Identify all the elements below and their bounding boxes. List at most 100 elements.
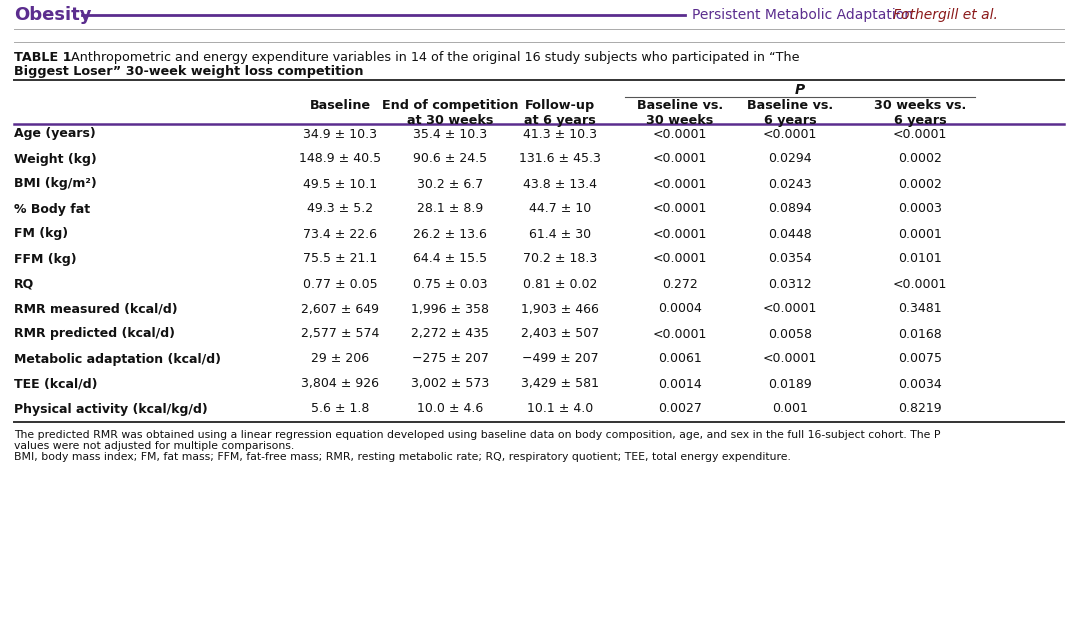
Text: 148.9 ± 40.5: 148.9 ± 40.5 <box>299 152 381 166</box>
Text: −499 ± 207: −499 ± 207 <box>522 353 598 365</box>
Text: 10.1 ± 4.0: 10.1 ± 4.0 <box>527 403 593 415</box>
Text: 0.0014: 0.0014 <box>659 377 702 391</box>
Text: 1,903 ± 466: 1,903 ± 466 <box>521 303 599 315</box>
Text: 0.3481: 0.3481 <box>898 303 942 315</box>
Text: Baseline vs.
6 years: Baseline vs. 6 years <box>747 99 833 127</box>
Text: Weight (kg): Weight (kg) <box>14 152 97 166</box>
Text: 30.2 ± 6.7: 30.2 ± 6.7 <box>417 178 483 190</box>
Text: 0.0002: 0.0002 <box>898 178 942 190</box>
Text: 0.0189: 0.0189 <box>769 377 812 391</box>
Text: 0.0001: 0.0001 <box>898 228 942 241</box>
Text: 2,607 ± 649: 2,607 ± 649 <box>301 303 379 315</box>
Text: 3,804 ± 926: 3,804 ± 926 <box>301 377 379 391</box>
Text: 0.001: 0.001 <box>772 403 807 415</box>
Text: <0.0001: <0.0001 <box>653 128 707 140</box>
Text: 29 ± 206: 29 ± 206 <box>310 353 369 365</box>
Text: <0.0001: <0.0001 <box>893 128 948 140</box>
Text: Baseline: Baseline <box>309 99 371 112</box>
Text: 10.0 ± 4.6: 10.0 ± 4.6 <box>417 403 483 415</box>
Text: The predicted RMR was obtained using a linear regression equation developed usin: The predicted RMR was obtained using a l… <box>14 430 940 440</box>
Text: Fothergill et al.: Fothergill et al. <box>893 8 998 22</box>
Text: 0.75 ± 0.03: 0.75 ± 0.03 <box>413 277 487 291</box>
Text: 0.0243: 0.0243 <box>769 178 812 190</box>
Text: 34.9 ± 10.3: 34.9 ± 10.3 <box>303 128 377 140</box>
Text: Obesity: Obesity <box>14 6 92 24</box>
Text: 0.0058: 0.0058 <box>768 327 812 341</box>
Text: 0.0101: 0.0101 <box>898 253 942 265</box>
Text: TABLE 1: TABLE 1 <box>14 51 71 64</box>
Text: % Body fat: % Body fat <box>14 202 91 216</box>
Text: 64.4 ± 15.5: 64.4 ± 15.5 <box>413 253 487 265</box>
Text: TEE (kcal/d): TEE (kcal/d) <box>14 377 97 391</box>
Text: 61.4 ± 30: 61.4 ± 30 <box>529 228 591 241</box>
Text: End of competition
at 30 weeks: End of competition at 30 weeks <box>382 99 519 127</box>
Text: <0.0001: <0.0001 <box>653 202 707 216</box>
Text: P: P <box>794 83 805 97</box>
Text: 43.8 ± 13.4: 43.8 ± 13.4 <box>523 178 597 190</box>
Text: Metabolic adaptation (kcal/d): Metabolic adaptation (kcal/d) <box>14 353 221 365</box>
Text: <0.0001: <0.0001 <box>653 228 707 241</box>
Text: 3,002 ± 573: 3,002 ± 573 <box>411 377 489 391</box>
Text: values were not adjusted for multiple comparisons.: values were not adjusted for multiple co… <box>14 441 294 451</box>
Text: 0.81 ± 0.02: 0.81 ± 0.02 <box>523 277 597 291</box>
Text: 0.77 ± 0.05: 0.77 ± 0.05 <box>303 277 377 291</box>
Text: 131.6 ± 45.3: 131.6 ± 45.3 <box>520 152 600 166</box>
Text: BMI (kg/m²): BMI (kg/m²) <box>14 178 97 190</box>
Text: 49.5 ± 10.1: 49.5 ± 10.1 <box>303 178 377 190</box>
Text: 0.8219: 0.8219 <box>898 403 942 415</box>
Text: 2,272 ± 435: 2,272 ± 435 <box>411 327 489 341</box>
Text: 0.0027: 0.0027 <box>658 403 702 415</box>
Text: <0.0001: <0.0001 <box>653 253 707 265</box>
Text: FM (kg): FM (kg) <box>14 228 68 241</box>
Text: RMR measured (kcal/d): RMR measured (kcal/d) <box>14 303 178 315</box>
Text: 90.6 ± 24.5: 90.6 ± 24.5 <box>413 152 487 166</box>
Text: <0.0001: <0.0001 <box>763 303 817 315</box>
Text: <0.0001: <0.0001 <box>763 128 817 140</box>
Text: 0.0003: 0.0003 <box>898 202 942 216</box>
Text: Anthropometric and energy expenditure variables in 14 of the original 16 study s: Anthropometric and energy expenditure va… <box>67 51 800 64</box>
Text: 0.0312: 0.0312 <box>769 277 812 291</box>
Text: 0.0294: 0.0294 <box>769 152 812 166</box>
Text: Physical activity (kcal/kg/d): Physical activity (kcal/kg/d) <box>14 403 208 415</box>
Text: 35.4 ± 10.3: 35.4 ± 10.3 <box>413 128 487 140</box>
Text: 28.1 ± 8.9: 28.1 ± 8.9 <box>417 202 483 216</box>
Text: 0.0002: 0.0002 <box>898 152 942 166</box>
Text: 44.7 ± 10: 44.7 ± 10 <box>529 202 591 216</box>
Text: <0.0001: <0.0001 <box>653 152 707 166</box>
Text: 0.272: 0.272 <box>662 277 697 291</box>
Text: BMI, body mass index; FM, fat mass; FFM, fat-free mass; RMR, resting metabolic r: BMI, body mass index; FM, fat mass; FFM,… <box>14 452 791 462</box>
Text: <0.0001: <0.0001 <box>653 178 707 190</box>
Text: 2,403 ± 507: 2,403 ± 507 <box>521 327 599 341</box>
Text: 2,577 ± 574: 2,577 ± 574 <box>301 327 379 341</box>
Text: Baseline vs.
30 weeks: Baseline vs. 30 weeks <box>637 99 723 127</box>
Text: RQ: RQ <box>14 277 34 291</box>
Text: RMR predicted (kcal/d): RMR predicted (kcal/d) <box>14 327 175 341</box>
Text: 0.0894: 0.0894 <box>769 202 812 216</box>
Text: 0.0004: 0.0004 <box>658 303 702 315</box>
Text: <0.0001: <0.0001 <box>763 353 817 365</box>
Text: 0.0075: 0.0075 <box>898 353 942 365</box>
Text: Age (years): Age (years) <box>14 128 96 140</box>
Text: 41.3 ± 10.3: 41.3 ± 10.3 <box>523 128 597 140</box>
Text: Biggest Loser” 30-week weight loss competition: Biggest Loser” 30-week weight loss compe… <box>14 65 363 78</box>
Text: 75.5 ± 21.1: 75.5 ± 21.1 <box>303 253 377 265</box>
Text: <0.0001: <0.0001 <box>653 327 707 341</box>
Text: 0.0448: 0.0448 <box>769 228 812 241</box>
Text: 26.2 ± 13.6: 26.2 ± 13.6 <box>413 228 487 241</box>
Text: Persistent Metabolic Adaptation: Persistent Metabolic Adaptation <box>692 8 913 22</box>
Text: 3,429 ± 581: 3,429 ± 581 <box>521 377 599 391</box>
Text: 5.6 ± 1.8: 5.6 ± 1.8 <box>310 403 369 415</box>
Text: 0.0061: 0.0061 <box>659 353 702 365</box>
Text: 49.3 ± 5.2: 49.3 ± 5.2 <box>307 202 373 216</box>
Text: FFM (kg): FFM (kg) <box>14 253 77 265</box>
Text: 0.0354: 0.0354 <box>769 253 812 265</box>
Text: 0.0034: 0.0034 <box>898 377 942 391</box>
Text: 73.4 ± 22.6: 73.4 ± 22.6 <box>303 228 377 241</box>
Text: 70.2 ± 18.3: 70.2 ± 18.3 <box>523 253 597 265</box>
Text: Follow-up
at 6 years: Follow-up at 6 years <box>524 99 596 127</box>
Text: 30 weeks vs.
6 years: 30 weeks vs. 6 years <box>874 99 966 127</box>
Text: 1,996 ± 358: 1,996 ± 358 <box>411 303 489 315</box>
Text: <0.0001: <0.0001 <box>893 277 948 291</box>
Text: 0.0168: 0.0168 <box>898 327 942 341</box>
Text: −275 ± 207: −275 ± 207 <box>412 353 488 365</box>
